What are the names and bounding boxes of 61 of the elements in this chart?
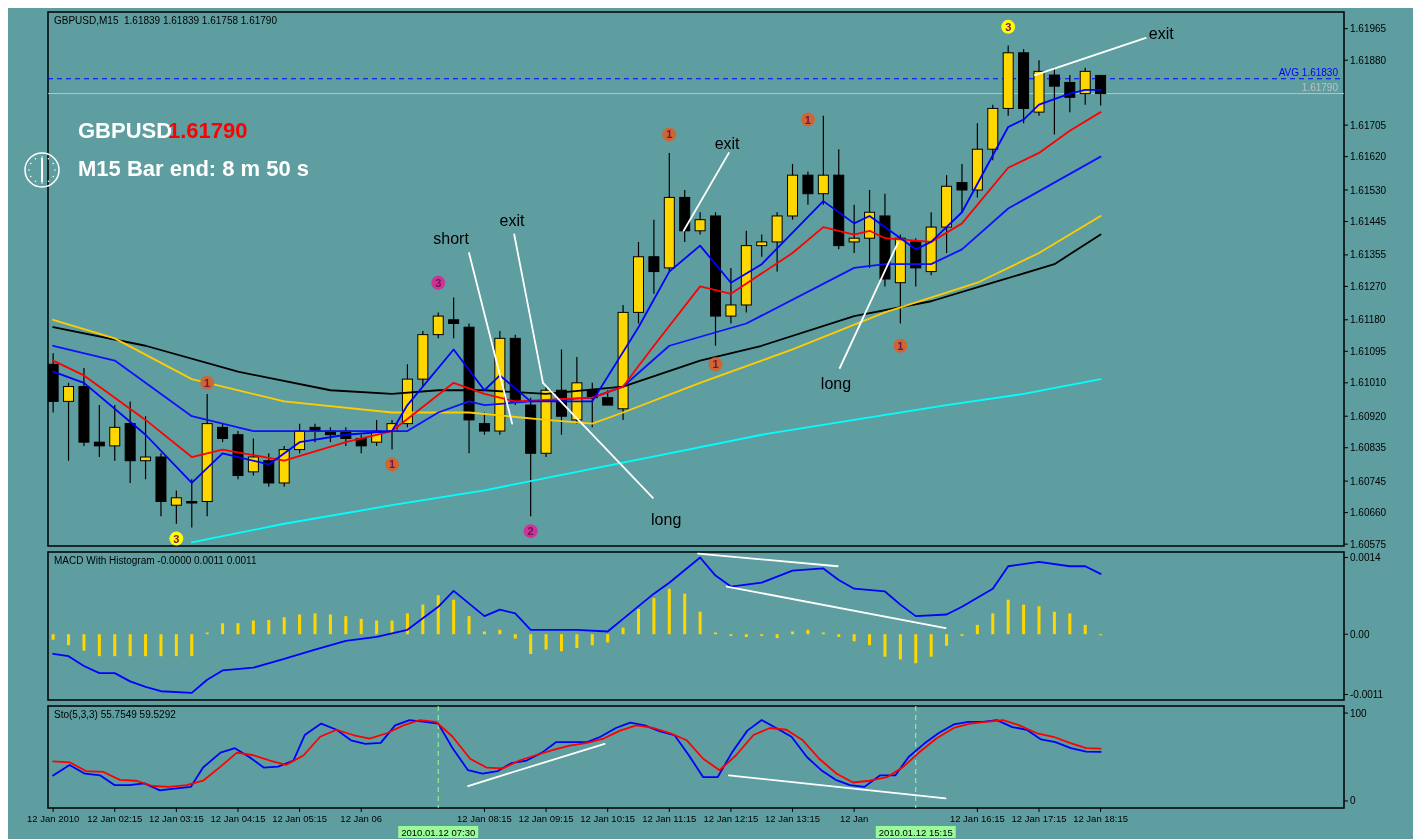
y-tick-label: 1.61355 xyxy=(1350,249,1387,261)
annotation: 2 xyxy=(527,525,534,538)
x-tick-label: 12 Jan 12:15 xyxy=(703,813,759,824)
y-tick-label: 1.61880 xyxy=(1350,54,1387,66)
ref-line-label: 2010.01.12 07:30 xyxy=(401,826,476,838)
annotation: 1 xyxy=(712,358,719,371)
x-tick-label: 12 Jan 06 xyxy=(340,813,383,824)
x-tick-label: 12 Jan 13:15 xyxy=(765,813,820,824)
ref-line-label: AVG 1.61830 xyxy=(1278,66,1339,78)
x-tick-label: 12 Jan 18:15 xyxy=(1073,813,1129,824)
annotation: M15 Bar end: 8 m 50 s xyxy=(78,156,310,181)
x-tick-label: 12 Jan 11:15 xyxy=(642,813,697,824)
y-tick-label: 1.60835 xyxy=(1350,442,1387,454)
y-tick-label: 1.61705 xyxy=(1350,119,1387,131)
y-tick-label: 1.60660 xyxy=(1350,507,1387,519)
x-tick-label: 12 Jan 03:15 xyxy=(148,813,204,824)
y-tick-label: 1.61095 xyxy=(1350,345,1387,357)
x-tick-label: 12 Jan 10:15 xyxy=(580,813,636,824)
x-tick-label: 12 Jan xyxy=(839,813,869,824)
annotation: 1 xyxy=(804,113,811,126)
x-tick-label: 12 Jan 09:15 xyxy=(518,813,574,824)
annotation: exit xyxy=(1148,24,1175,42)
y-tick-label: 100 xyxy=(1350,707,1368,719)
x-tick-label: 12 Jan 2010 xyxy=(26,813,80,824)
annotation: exit xyxy=(499,212,525,230)
y-tick-label: -0.0011 xyxy=(1350,689,1384,701)
x-tick-label: 12 Jan 17:15 xyxy=(1011,813,1067,824)
y-tick-label: 1.61180 xyxy=(1350,314,1386,326)
y-tick-label: 1.60745 xyxy=(1350,475,1387,487)
chart-title: MACD With Histogram -0.0000 0.0011 0.0011 xyxy=(54,555,257,566)
annotation: 1 xyxy=(666,128,673,141)
annotation: 1 xyxy=(204,376,211,389)
annotation: long xyxy=(820,375,852,393)
x-tick-label: 12 Jan 02:15 xyxy=(87,813,143,824)
annotation: long xyxy=(651,510,682,528)
y-tick-label: 1.60575 xyxy=(1350,538,1387,550)
chart-title: Sto(5,3,3) 55.7549 59.5292 xyxy=(54,709,177,720)
ref-line-label: 1.61790 xyxy=(1301,81,1339,93)
y-tick-label: 0.0014 xyxy=(1350,551,1382,563)
y-tick-label: 1.61620 xyxy=(1350,151,1387,163)
annotation: 1 xyxy=(897,339,904,352)
y-tick-label: 1.60920 xyxy=(1350,410,1387,422)
annotation: 1 xyxy=(388,458,396,471)
y-tick-label: 1.61445 xyxy=(1350,216,1387,228)
x-tick-label: 12 Jan 04:15 xyxy=(210,813,266,824)
y-tick-label: 1.61530 xyxy=(1350,184,1387,196)
annotation: short xyxy=(433,229,470,247)
y-tick-label: 0 xyxy=(1350,795,1356,807)
chart-title: GBPUSD,M15 1.61839 1.61839 1.61758 1.61790 xyxy=(54,15,278,26)
annotation: 3 xyxy=(435,276,442,289)
annotation: 3 xyxy=(1005,20,1012,33)
y-tick-label: 1.61010 xyxy=(1350,377,1387,389)
x-tick-label: 12 Jan 05:15 xyxy=(272,813,328,824)
x-tick-label: 12 Jan 16:15 xyxy=(949,813,1005,824)
y-tick-label: 1.61270 xyxy=(1350,280,1387,292)
x-tick-label: 12 Jan 08:15 xyxy=(456,813,512,824)
annotation: 3 xyxy=(173,532,180,545)
ref-line-label: 2010.01.12 15:15 xyxy=(878,826,953,838)
y-tick-label: 0.00 xyxy=(1350,628,1370,640)
annotation: exit xyxy=(714,134,741,152)
y-tick-label: 1.61965 xyxy=(1350,23,1387,35)
